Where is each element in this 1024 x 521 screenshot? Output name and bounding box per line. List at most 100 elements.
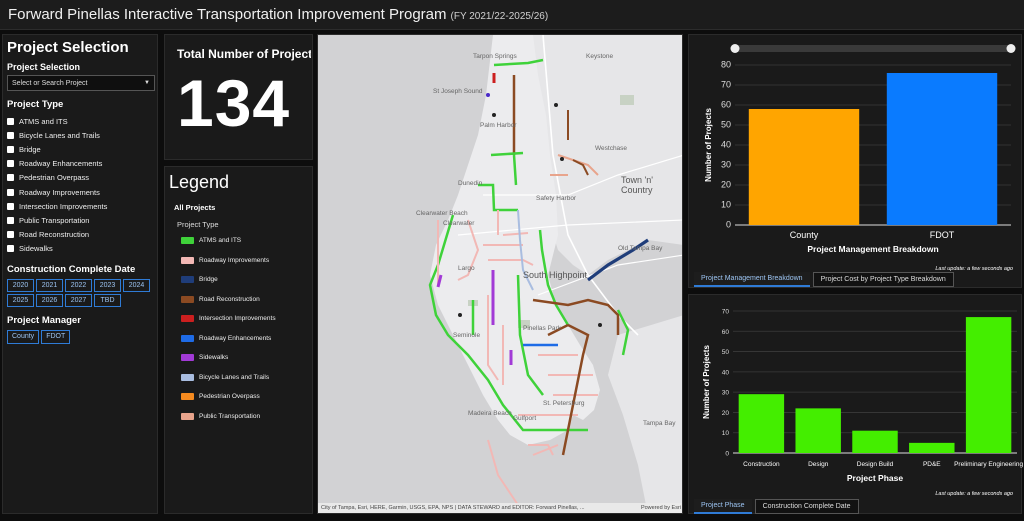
year-button[interactable]: 2021: [36, 278, 63, 292]
project-point[interactable]: [560, 157, 564, 161]
bar[interactable]: [748, 109, 860, 225]
map-place-label: Clearwater: [443, 220, 475, 227]
checkbox-box[interactable]: [7, 145, 14, 153]
bar[interactable]: [886, 73, 998, 225]
y-tick-label: 20: [721, 180, 731, 190]
project-type-checkbox[interactable]: Bicycle Lanes and Trails: [7, 128, 153, 142]
project-line-atms[interactable]: [428, 214, 588, 432]
esri-credit[interactable]: Powered by Esri: [640, 505, 681, 511]
chart-tab[interactable]: Project Cost by Project Type Breakdown: [812, 272, 954, 287]
project-line-transit[interactable]: [550, 154, 599, 176]
project-line-atms[interactable]: [516, 274, 544, 396]
project-type-checkbox[interactable]: Roadway Enhancements: [7, 157, 153, 171]
project-line-atms[interactable]: [616, 309, 630, 356]
legend-swatch: [181, 412, 194, 420]
category-label: Preliminary Engineering: [954, 461, 1023, 468]
y-tick-label: 60: [722, 329, 730, 336]
construction-date-heading: Construction Complete Date: [7, 263, 136, 275]
project-type-checkbox[interactable]: Road Reconstruction: [7, 228, 153, 242]
category-label: Design Build: [857, 461, 894, 468]
legend-label: Pedestrian Overpass: [199, 393, 260, 400]
chart-tab[interactable]: Construction Complete Date: [754, 499, 859, 514]
checkbox-box[interactable]: [7, 117, 14, 125]
project-point[interactable]: [486, 93, 490, 97]
project-type-checkbox[interactable]: Intersection Improvements: [7, 199, 153, 213]
legend-label: Intersection Improvements: [199, 315, 276, 322]
year-button[interactable]: 2020: [7, 278, 34, 292]
project-line-bridge[interactable]: [587, 238, 649, 282]
year-button[interactable]: 2026: [36, 293, 63, 307]
project-point[interactable]: [492, 113, 496, 117]
phase-bar-chart: 0 10 20 30 40 50 60 70 Construction Design Design …: [702, 309, 1023, 484]
project-type-checkbox[interactable]: Bridge: [7, 142, 153, 156]
checkbox-box[interactable]: [7, 202, 14, 210]
project-line-atms[interactable]: [478, 183, 518, 212]
project-type-label: Public Transportation: [19, 215, 90, 225]
year-button[interactable]: 2025: [7, 293, 34, 307]
project-line-sidewalk[interactable]: [436, 274, 513, 365]
project-type-label: Intersection Improvements: [19, 201, 108, 211]
project-point[interactable]: [458, 313, 462, 317]
bar[interactable]: [909, 442, 955, 453]
bar[interactable]: [795, 408, 841, 453]
checkbox-box[interactable]: [7, 216, 14, 224]
legend-item: Bicycle Lanes and Trails: [181, 373, 269, 381]
chart1-tabs: Project Management Breakdown Project Cost…: [694, 272, 957, 287]
bar[interactable]: [738, 394, 785, 453]
project-line-reconstruction[interactable]: [561, 323, 590, 456]
zoom-slider-track[interactable]: [735, 45, 1011, 52]
project-line-reconstruction[interactable]: [532, 298, 620, 337]
chart-tab[interactable]: Project Phase: [694, 499, 752, 514]
project-line-atms[interactable]: [490, 151, 524, 186]
checkbox-box[interactable]: [7, 174, 14, 182]
y-tick-label: 10: [722, 430, 730, 437]
map-place-label: Tampa Bay: [643, 420, 676, 427]
legend-label: ATMS and ITS: [199, 237, 242, 244]
checkbox-box[interactable]: [7, 231, 14, 239]
map-place-label: St Joseph Sound: [433, 88, 483, 95]
project-select-dropdown[interactable]: Select or Search Project ▼: [7, 75, 155, 91]
year-button[interactable]: TBD: [94, 293, 121, 307]
project-type-checkbox[interactable]: Pedestrian Overpass: [7, 171, 153, 185]
project-line-roadway[interactable]: [487, 439, 559, 506]
year-button[interactable]: 2023: [94, 278, 121, 292]
project-type-checkbox[interactable]: Roadway Improvements: [7, 185, 153, 199]
zoom-slider-handle[interactable]: [730, 44, 740, 53]
map-place-label: Pinellas Park: [523, 325, 561, 332]
project-type-checkbox[interactable]: ATMS and ITS: [7, 114, 153, 128]
project-line-bicycle[interactable]: [517, 209, 534, 291]
project-line-reconstruction[interactable]: [572, 159, 589, 176]
project-type-checkbox[interactable]: Sidewalks: [7, 242, 153, 256]
checkbox-box[interactable]: [7, 188, 14, 196]
legend-item: Road Reconstruction: [181, 295, 260, 303]
map-canvas[interactable]: [318, 35, 683, 514]
bar[interactable]: [965, 317, 1012, 453]
year-button[interactable]: 2022: [65, 278, 92, 292]
manager-button[interactable]: County: [7, 329, 40, 344]
chart-tab[interactable]: Project Management Breakdown: [694, 272, 810, 287]
project-line-roadway[interactable]: [487, 295, 598, 416]
map-view[interactable]: Keystone Tarpon Springs St Joseph Sound Pal…: [317, 34, 683, 514]
project-line-roadway[interactable]: [437, 219, 480, 285]
year-button[interactable]: 2024: [123, 278, 150, 292]
checkbox-box[interactable]: [7, 131, 14, 139]
y-tick-label: 70: [721, 80, 731, 90]
legend-label: Roadway Enhancements: [199, 334, 272, 342]
project-type-label: Pedestrian Overpass: [19, 173, 90, 183]
project-line-atms[interactable]: [538, 229, 570, 326]
project-line-roadway[interactable]: [483, 210, 534, 266]
legend-item: Public Transportation: [181, 412, 261, 420]
checkbox-box[interactable]: [7, 160, 14, 168]
checkbox-box[interactable]: [7, 245, 14, 253]
project-line-atms[interactable]: [493, 58, 544, 67]
project-point[interactable]: [598, 323, 602, 327]
legend-label: Public Transportation: [199, 412, 261, 420]
year-button[interactable]: 2027: [65, 293, 92, 307]
bar[interactable]: [852, 430, 898, 453]
project-type-checkbox[interactable]: Public Transportation: [7, 213, 153, 227]
manager-button[interactable]: FDOT: [41, 329, 71, 344]
project-point[interactable]: [554, 103, 558, 107]
map-place-label: Safety Harbor: [536, 195, 577, 202]
legend-swatch: [181, 393, 194, 400]
zoom-slider-handle[interactable]: [1006, 44, 1016, 53]
